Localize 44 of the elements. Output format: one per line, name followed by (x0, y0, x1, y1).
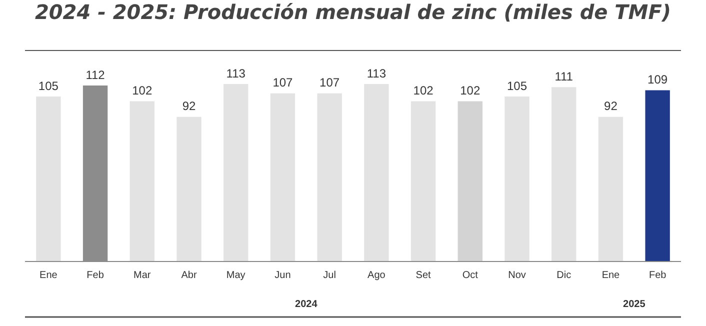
x-tick-label: Jul (323, 270, 336, 281)
x-tick-label: Ago (368, 270, 386, 281)
x-tick-label: Dic (556, 270, 572, 281)
x-tick-label: Ene (602, 270, 620, 281)
bar (224, 84, 248, 261)
data-label: 102 (132, 84, 152, 98)
data-label: 102 (460, 84, 480, 98)
data-label: 105 (38, 78, 59, 93)
bar (364, 84, 389, 261)
data-label: 112 (86, 68, 106, 82)
x-tick-label: Jun (274, 270, 291, 281)
bar (410, 101, 436, 261)
bar (645, 90, 670, 261)
text: 2025 (623, 298, 646, 310)
x-tick-label: Feb (648, 270, 667, 281)
bar (270, 93, 296, 261)
data-label: 113 (226, 66, 246, 80)
x-tick-label: Oct (462, 270, 478, 281)
x-tick-label: Nov (508, 270, 526, 281)
data-label: 107 (320, 76, 340, 90)
x-tick-label: Ene (40, 270, 58, 281)
bar (36, 96, 61, 261)
chart-title: 2024 - 2025: Producción mensual de zinc (miles de TMF) (25, 0, 681, 51)
x-tick-label: Mar (134, 270, 152, 281)
data-label: 107 (272, 76, 294, 90)
bar (458, 101, 482, 261)
text: 2024 (295, 298, 318, 310)
data-label: 105 (506, 78, 528, 93)
data-label: 92 (182, 99, 196, 114)
bar (504, 96, 530, 261)
bar (176, 116, 202, 261)
data-label: 111 (554, 69, 574, 84)
data-label: 113 (366, 66, 386, 80)
x-tick-label: May (226, 270, 246, 281)
x-tick-label: Feb (86, 270, 104, 281)
x-tick-label: Set (416, 270, 432, 281)
bar (598, 116, 624, 261)
data-label: 92 (604, 99, 618, 114)
bar (317, 93, 342, 261)
data-label: 109 (648, 72, 668, 87)
data-label: 102 (413, 84, 434, 98)
bar (552, 87, 576, 261)
x-tick-label: Abr (181, 270, 198, 281)
bar (130, 101, 154, 261)
